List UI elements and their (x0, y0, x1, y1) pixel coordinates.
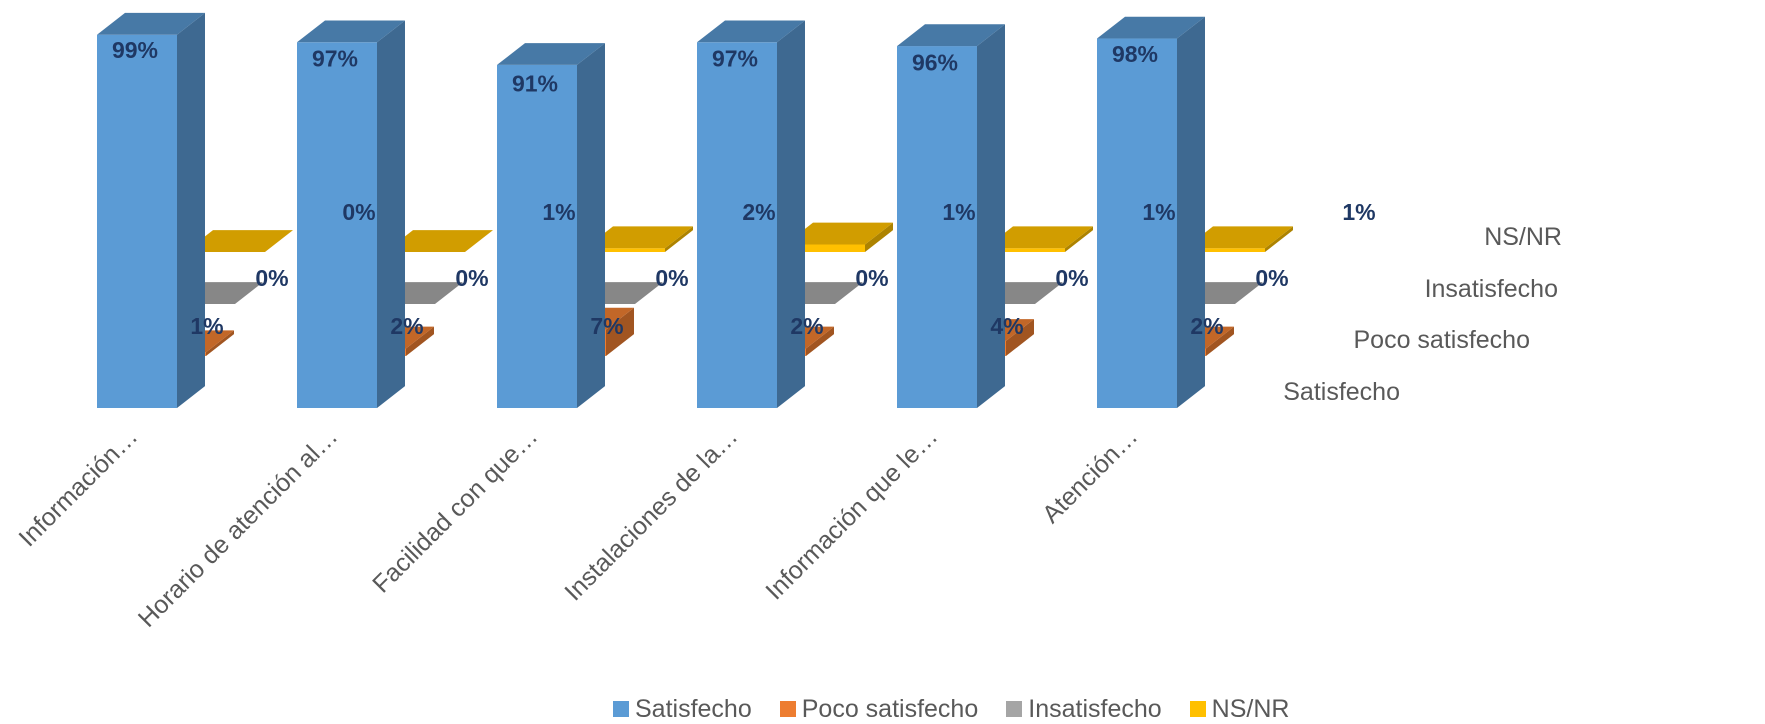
bar-top-ns-nr (785, 222, 893, 245)
data-label-ns-nr: 1% (542, 199, 575, 225)
category-label: Horario de atención al… (133, 422, 343, 632)
legend-swatch-satisfecho (613, 701, 629, 717)
bar-side-poco-satisfecho (606, 307, 634, 356)
depth-axis-label: Satisfecho (1283, 378, 1400, 406)
data-label-poco-satisfecho: 2% (1190, 313, 1223, 339)
bar-top-satisfecho (497, 43, 605, 65)
bar-side-poco-satisfecho (406, 326, 434, 356)
data-label-poco-satisfecho: 2% (790, 313, 823, 339)
data-label-satisfecho: 99% (112, 37, 158, 63)
data-label-ns-nr: 2% (742, 199, 775, 225)
data-label-satisfecho: 91% (512, 71, 558, 97)
data-label-insatisfecho: 0% (1055, 265, 1088, 291)
bar-top-ns-nr (385, 230, 493, 252)
legend-item-insatisfecho: Insatisfecho (1006, 694, 1162, 724)
legend-label: Satisfecho (635, 694, 752, 723)
category-label: Atención… (1037, 422, 1143, 528)
bar-side-ns-nr (1265, 226, 1293, 252)
data-label-insatisfecho: 0% (255, 265, 288, 291)
bar-top-satisfecho (297, 20, 405, 43)
bar-front-ns-nr (585, 248, 665, 252)
bar-top-ns-nr (185, 230, 293, 252)
data-label-insatisfecho: 0% (855, 265, 888, 291)
legend-label: Poco satisfecho (801, 694, 979, 723)
data-label-ns-nr: 0% (342, 199, 375, 225)
category-label: Información que le… (760, 422, 943, 605)
bar-front-satisfecho (297, 42, 377, 409)
bar-top-ns-nr (585, 226, 693, 249)
data-label-insatisfecho: 0% (455, 265, 488, 291)
category-label: Instalaciones de la… (559, 422, 743, 606)
bar-side-satisfecho (1177, 16, 1205, 408)
chart-legend: Satisfecho Poco satisfecho Insatisfecho … (613, 694, 1289, 724)
depth-axis-label: Poco satisfecho (1354, 326, 1531, 354)
legend-swatch-poco-satisfecho (779, 701, 796, 717)
data-label-satisfecho: 96% (912, 50, 958, 76)
bar-side-satisfecho (377, 20, 405, 408)
depth-axis-label: Insatisfecho (1425, 275, 1558, 303)
bar-top-satisfecho (1097, 16, 1205, 39)
category-label: Facilidad con que… (367, 422, 543, 598)
bar-front-satisfecho (697, 42, 777, 409)
bar-top-ns-nr (1185, 226, 1293, 249)
bar-front-satisfecho (497, 64, 577, 409)
depth-axis-label: NS/NR (1484, 223, 1562, 251)
bar-side-satisfecho (177, 12, 205, 409)
legend-swatch-ns-nr (1189, 701, 1206, 717)
data-label-satisfecho: 97% (312, 45, 358, 71)
data-label-poco-satisfecho: 1% (190, 313, 223, 339)
bar-top-satisfecho (97, 12, 205, 35)
data-label-ns-nr: 1% (1142, 199, 1175, 225)
bar-front-ns-nr (985, 248, 1065, 252)
bar-front-satisfecho (897, 46, 977, 409)
bar-side-satisfecho (777, 20, 805, 408)
legend-item-ns-nr: NS/NR (1189, 694, 1290, 724)
bar-side-poco-satisfecho (806, 326, 834, 356)
bar-side-satisfecho (577, 43, 605, 409)
bar-front-satisfecho (1097, 38, 1177, 408)
bar-side-poco-satisfecho (206, 330, 234, 356)
bar-front-ns-nr (1185, 248, 1265, 252)
data-label-poco-satisfecho: 2% (390, 313, 423, 339)
data-label-insatisfecho: 0% (1255, 265, 1288, 291)
legend-swatch-insatisfecho (1006, 701, 1023, 717)
data-label-poco-satisfecho: 4% (990, 313, 1023, 339)
data-label-poco-satisfecho: 7% (590, 313, 623, 339)
bar-side-ns-nr (865, 222, 893, 252)
bar-top-ns-nr (985, 226, 1093, 249)
bar-top-satisfecho (897, 24, 1005, 47)
legend-label: NS/NR (1211, 694, 1290, 723)
legend-item-poco-satisfecho: Poco satisfecho (779, 694, 979, 724)
bar-front-ns-nr (785, 244, 865, 252)
legend-item-satisfecho: Satisfecho (613, 695, 752, 724)
category-label: Información… (13, 422, 143, 552)
data-label-insatisfecho: 0% (655, 265, 688, 291)
bar-side-ns-nr (1065, 226, 1093, 252)
bar-front-satisfecho (97, 34, 177, 409)
bar-side-poco-satisfecho (1006, 319, 1034, 356)
data-label-ns-nr: 1% (1342, 199, 1375, 225)
data-label-ns-nr: 1% (942, 199, 975, 225)
data-label-satisfecho: 98% (1112, 41, 1158, 67)
bar-side-poco-satisfecho (1206, 326, 1234, 356)
data-label-satisfecho: 97% (712, 45, 758, 71)
bar-top-satisfecho (697, 20, 805, 43)
bar-side-ns-nr (665, 226, 693, 252)
bar-side-satisfecho (977, 24, 1005, 409)
legend-label: Insatisfecho (1028, 694, 1162, 723)
